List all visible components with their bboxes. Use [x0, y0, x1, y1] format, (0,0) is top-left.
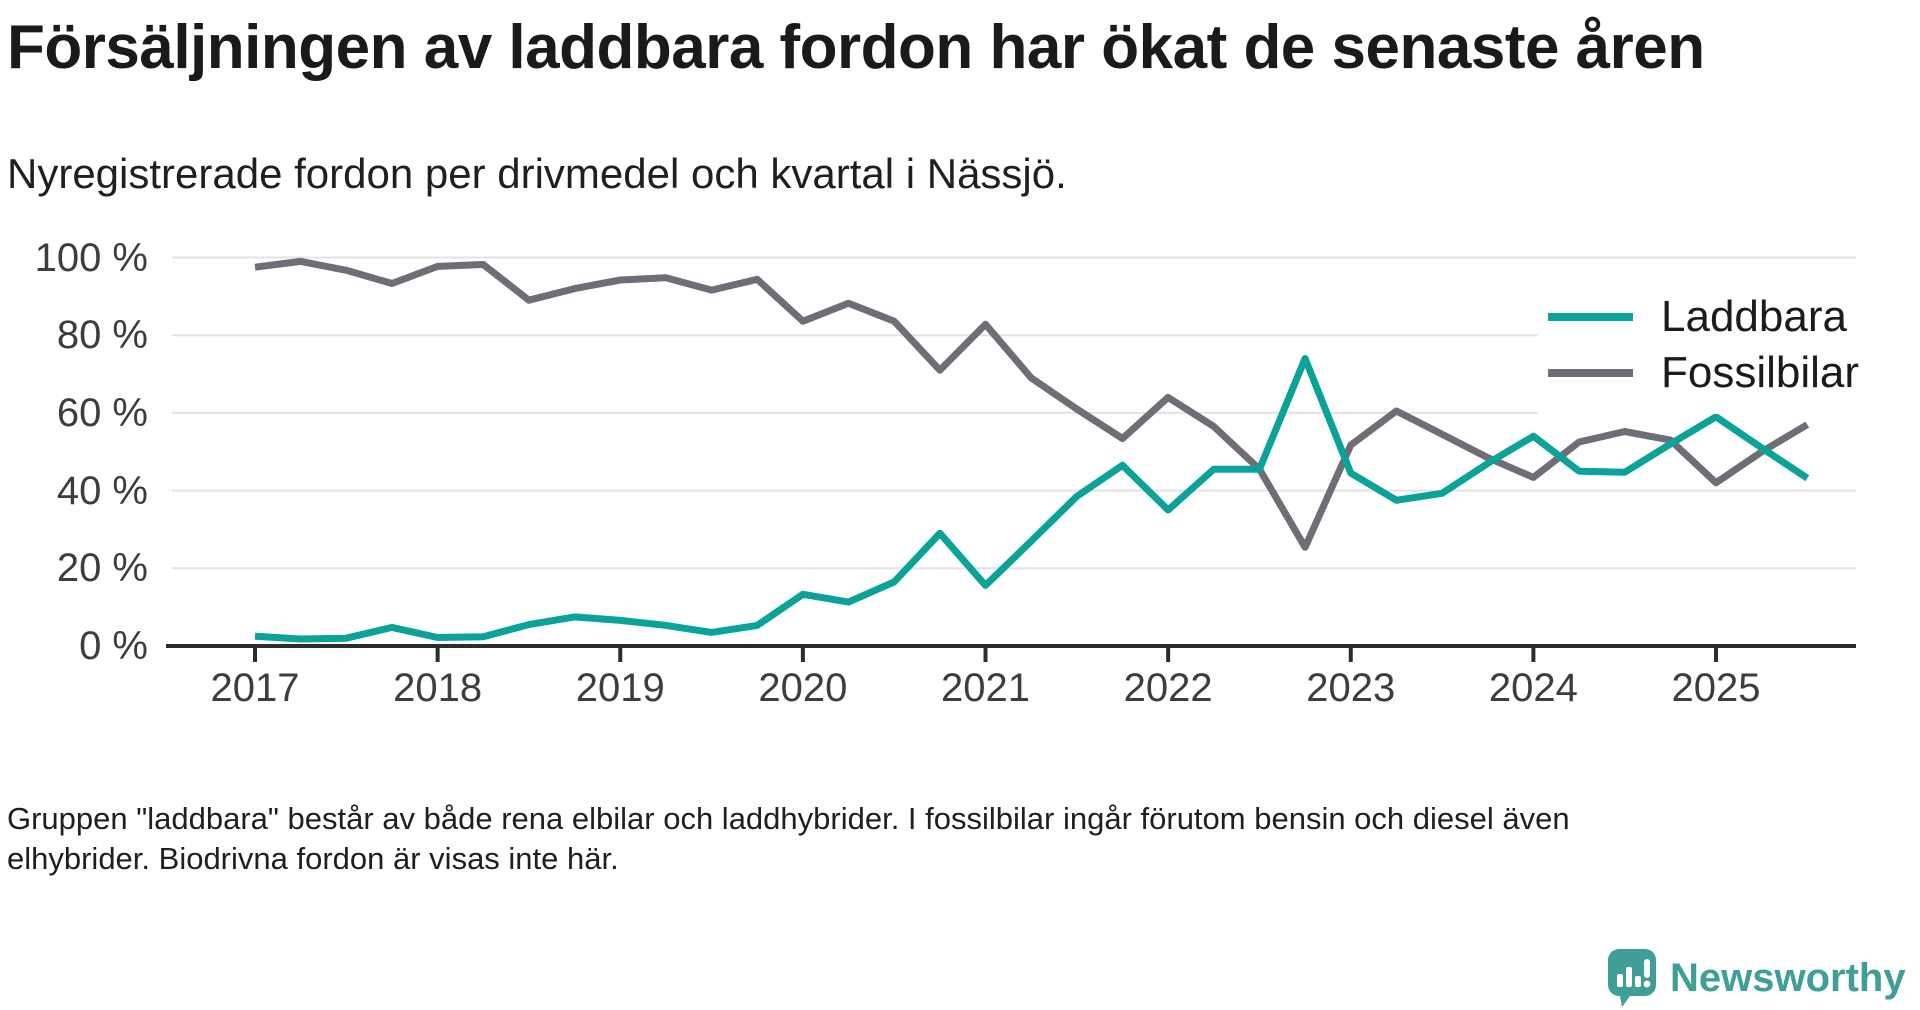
- laddbara-swatch: [1548, 313, 1633, 321]
- y-tick-label: 80 %: [56, 313, 148, 358]
- y-tick-label: 100 %: [34, 235, 148, 280]
- footnote-line-2: elhybrider. Biodrivna fordon är visas in…: [7, 841, 619, 876]
- x-tick-label: 2025: [1671, 666, 1761, 710]
- x-tick-label: 2017: [210, 666, 300, 710]
- newsworthy-logo-icon: [1608, 949, 1656, 1007]
- series-lines: [254, 257, 1810, 643]
- fossilbilar-line: [254, 257, 1810, 551]
- y-tick-label: 60 %: [56, 390, 148, 435]
- footnote-line-1: Gruppen "laddbara" består av både rena e…: [7, 801, 1570, 836]
- x-axis: [166, 644, 1856, 662]
- legend: Laddbara Fossilbilar: [1538, 284, 1868, 414]
- laddbara-line: [254, 355, 1810, 643]
- brand-name: Newsworthy: [1670, 956, 1906, 1000]
- y-tick-label: 40 %: [56, 468, 148, 513]
- x-tick-label: 2023: [1306, 666, 1396, 710]
- legend-item-laddbara: Laddbara: [1548, 292, 1868, 342]
- y-tick-label: 20 %: [56, 546, 148, 591]
- x-tick-label: 2019: [575, 666, 665, 710]
- x-tick-label: 2018: [393, 666, 483, 710]
- y-tick-label: 0 %: [79, 624, 148, 668]
- branding: Newsworthy: [1608, 949, 1906, 1007]
- x-tick-label: 2022: [1123, 666, 1213, 710]
- page-title: Försäljningen av laddbara fordon har öka…: [7, 13, 1705, 82]
- fossilbilar-swatch: [1548, 369, 1633, 377]
- chart-subtitle: Nyregistrerade fordon per drivmedel och …: [7, 150, 1067, 197]
- x-tick-label: 2020: [758, 666, 848, 710]
- x-tick-label: 2021: [941, 666, 1030, 710]
- legend-item-fossilbilar: Fossilbilar: [1548, 348, 1868, 398]
- legend-label: Fossilbilar: [1661, 348, 1860, 397]
- legend-label: Laddbara: [1661, 292, 1847, 341]
- footnote: Gruppen "laddbara" består av både rena e…: [7, 799, 1907, 879]
- x-tick-label: 2024: [1488, 666, 1578, 710]
